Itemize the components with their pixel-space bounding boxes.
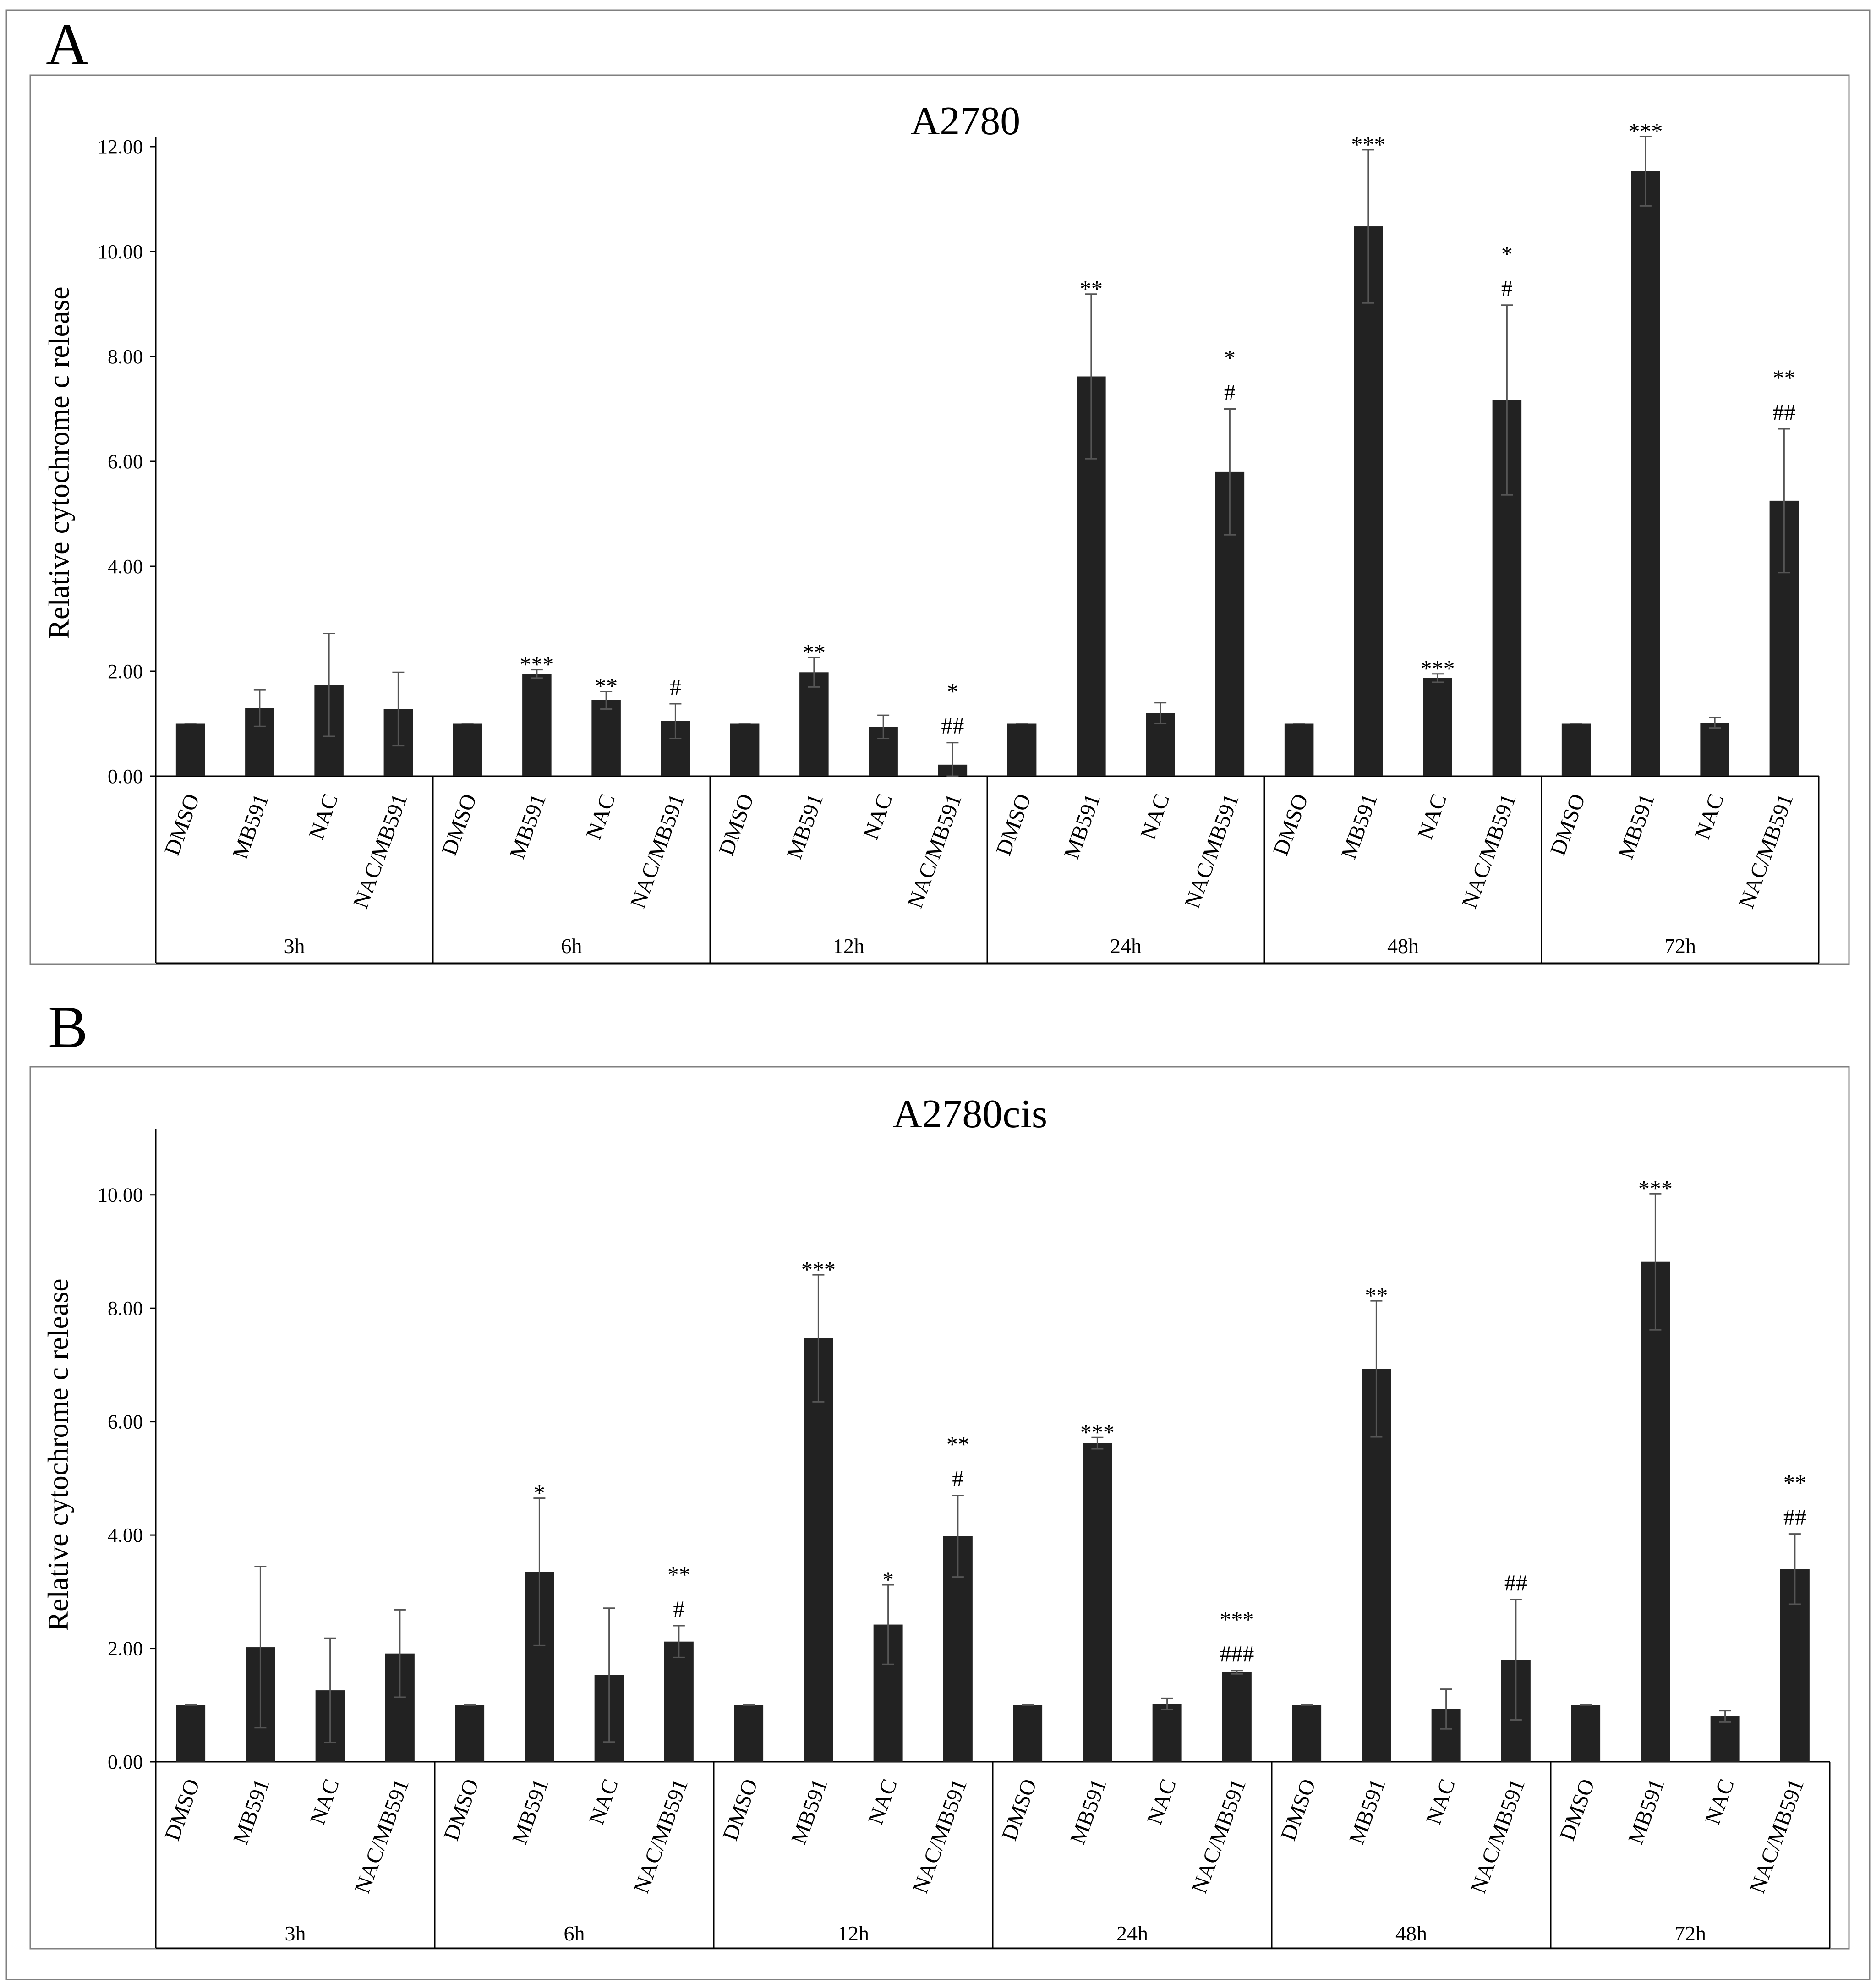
group-label: 72h bbox=[1664, 934, 1696, 958]
significance-hash: # bbox=[1501, 275, 1513, 301]
significance-star: *** bbox=[1080, 1419, 1115, 1445]
significance-star: *** bbox=[1220, 1606, 1254, 1632]
significance-star: * bbox=[1224, 345, 1236, 371]
y-tick-label: 4.00 bbox=[108, 555, 143, 578]
bar bbox=[730, 723, 760, 776]
significance-star: * bbox=[947, 679, 958, 704]
group-label: 12h bbox=[833, 934, 864, 958]
bar bbox=[1354, 226, 1383, 776]
bar bbox=[175, 723, 205, 776]
bar bbox=[591, 700, 621, 776]
significance-hash: ### bbox=[1220, 1641, 1254, 1666]
bar bbox=[1222, 1672, 1252, 1762]
group-label: 72h bbox=[1674, 1922, 1706, 1945]
significance-star: *** bbox=[1638, 1175, 1673, 1201]
bar bbox=[1641, 1261, 1670, 1762]
significance-star: ** bbox=[1772, 365, 1795, 390]
bar bbox=[804, 1338, 833, 1762]
significance-star: *** bbox=[1351, 132, 1385, 157]
significance-star: ** bbox=[803, 639, 826, 665]
bar bbox=[1013, 1705, 1043, 1762]
significance-hash: ## bbox=[1504, 1570, 1527, 1595]
y-tick-label: 4.00 bbox=[108, 1524, 143, 1546]
significance-hash: # bbox=[952, 1465, 963, 1491]
bar bbox=[453, 723, 482, 776]
significance-hash: ## bbox=[1783, 1504, 1806, 1530]
significance-star: * bbox=[1501, 241, 1513, 267]
y-tick-label: 2.00 bbox=[108, 660, 143, 683]
significance-star: ** bbox=[667, 1562, 690, 1587]
group-label: 48h bbox=[1387, 934, 1419, 958]
bar bbox=[1423, 678, 1452, 776]
bar bbox=[176, 1705, 206, 1762]
bar bbox=[1292, 1705, 1322, 1762]
significance-star: ** bbox=[1783, 1470, 1806, 1496]
y-axis-label: Relative cytochrome c release bbox=[43, 286, 75, 639]
significance-star: *** bbox=[1628, 118, 1663, 144]
group-label: 12h bbox=[837, 1922, 869, 1945]
y-tick-label: 6.00 bbox=[108, 1411, 143, 1433]
significance-hash: # bbox=[670, 674, 681, 700]
group-label: 3h bbox=[284, 934, 305, 958]
panel-letter-a: A bbox=[46, 11, 89, 77]
y-tick-label: 10.00 bbox=[98, 241, 143, 263]
y-tick-label: 8.00 bbox=[108, 345, 143, 368]
bar bbox=[664, 1641, 694, 1762]
panel-letter-b: B bbox=[48, 994, 88, 1060]
bar bbox=[1007, 723, 1037, 776]
bar bbox=[522, 674, 552, 776]
group-label: 3h bbox=[285, 1922, 306, 1945]
significance-hash: ## bbox=[1772, 399, 1795, 425]
bar bbox=[1284, 723, 1314, 776]
bar bbox=[734, 1705, 764, 1762]
group-label: 24h bbox=[1116, 1922, 1148, 1945]
group-label: 6h bbox=[564, 1922, 585, 1945]
y-axis-label: Relative cytochrome c release bbox=[42, 1278, 74, 1631]
y-tick-label: 8.00 bbox=[108, 1297, 143, 1320]
y-tick-label: 0.00 bbox=[108, 765, 143, 788]
significance-star: ** bbox=[1365, 1282, 1388, 1308]
significance-hash: # bbox=[1224, 379, 1236, 405]
bar bbox=[1700, 723, 1729, 776]
significance-hash: ## bbox=[941, 713, 964, 739]
panel-a-frame bbox=[29, 74, 1850, 965]
significance-star: *** bbox=[520, 652, 554, 677]
y-tick-label: 10.00 bbox=[98, 1184, 143, 1206]
significance-star: ** bbox=[1080, 276, 1103, 301]
bar bbox=[1571, 1705, 1601, 1762]
significance-hash: # bbox=[673, 1596, 684, 1622]
bar bbox=[455, 1705, 485, 1762]
bar bbox=[1561, 723, 1591, 776]
y-tick-label: 6.00 bbox=[108, 450, 143, 473]
chart-title: A2780 bbox=[911, 99, 1021, 143]
y-tick-label: 2.00 bbox=[108, 1638, 143, 1660]
bar bbox=[1710, 1716, 1740, 1762]
y-tick-label: 0.00 bbox=[108, 1751, 143, 1773]
bar bbox=[1083, 1443, 1112, 1762]
significance-star: ** bbox=[595, 673, 618, 699]
group-label: 6h bbox=[561, 934, 582, 958]
significance-star: *** bbox=[1421, 656, 1455, 681]
group-label: 48h bbox=[1395, 1922, 1427, 1945]
significance-star: *** bbox=[801, 1256, 836, 1282]
bar bbox=[1631, 171, 1660, 777]
figure-outer-border bbox=[5, 9, 1871, 1980]
significance-star: * bbox=[534, 1480, 545, 1506]
bar bbox=[799, 672, 829, 776]
y-tick-label: 12.00 bbox=[98, 136, 143, 158]
significance-star: * bbox=[882, 1567, 894, 1592]
group-label: 24h bbox=[1110, 934, 1142, 958]
chart-title: A2780cis bbox=[893, 1092, 1047, 1136]
significance-star: ** bbox=[946, 1431, 969, 1457]
bar bbox=[1152, 1704, 1182, 1762]
